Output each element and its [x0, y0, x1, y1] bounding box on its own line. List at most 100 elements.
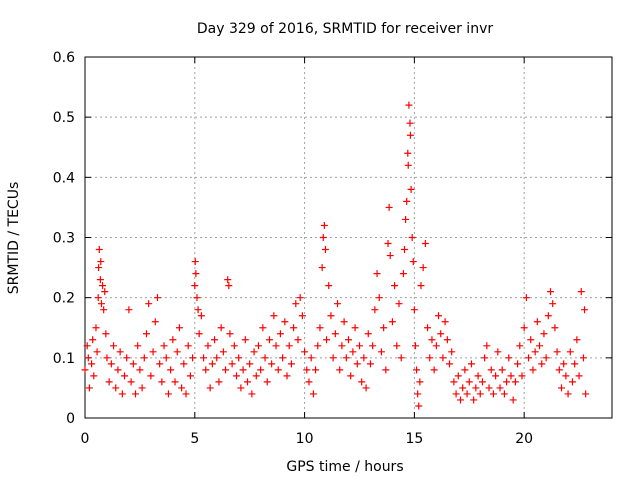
y-tick-label: 0.5: [53, 110, 75, 126]
data-point: [509, 396, 517, 404]
data-point: [347, 372, 355, 380]
data-point: [474, 372, 482, 380]
data-point: [507, 372, 515, 380]
data-point: [200, 354, 208, 362]
data-point: [321, 246, 329, 254]
data-point: [103, 354, 111, 362]
data-point: [369, 342, 377, 350]
data-point: [382, 366, 390, 374]
data-point: [92, 324, 100, 332]
data-point: [380, 324, 388, 332]
data-point: [351, 324, 359, 332]
data-point: [415, 402, 423, 410]
data-point: [463, 390, 471, 398]
data-point: [342, 354, 350, 362]
data-point: [95, 246, 103, 254]
data-point: [186, 372, 194, 380]
x-tick-label: 5: [190, 431, 199, 447]
data-point: [81, 366, 89, 374]
data-point: [279, 354, 287, 362]
data-point: [410, 306, 418, 314]
data-point: [191, 258, 199, 266]
data-point: [555, 366, 563, 374]
data-point: [393, 342, 401, 350]
data-point: [446, 360, 454, 368]
data-point: [391, 282, 399, 290]
data-point: [290, 324, 298, 332]
data-point: [97, 300, 105, 308]
data-point: [542, 354, 550, 362]
data-point: [241, 336, 249, 344]
data-point: [421, 240, 429, 248]
data-point: [175, 324, 183, 332]
data-point: [496, 384, 504, 392]
data-point: [553, 348, 561, 356]
data-point: [301, 348, 309, 356]
data-point: [314, 342, 322, 350]
data-point: [485, 384, 493, 392]
data-point: [162, 354, 170, 362]
data-point: [180, 360, 188, 368]
data-point: [217, 324, 225, 332]
data-point: [547, 288, 555, 296]
data-point: [349, 348, 357, 356]
data-point: [366, 360, 374, 368]
y-tick-label: 0.1: [53, 351, 75, 367]
data-point: [338, 342, 346, 350]
data-point: [250, 348, 258, 356]
data-point: [100, 306, 108, 314]
data-point: [243, 378, 251, 386]
x-tick-label: 10: [296, 431, 314, 447]
data-point: [518, 372, 526, 380]
data-point: [211, 336, 219, 344]
data-point: [416, 378, 424, 386]
data-point: [566, 348, 574, 356]
data-point: [538, 360, 546, 368]
data-point: [268, 360, 276, 368]
data-point: [305, 378, 313, 386]
data-point: [384, 240, 392, 248]
data-point: [454, 372, 462, 380]
data-point: [492, 372, 500, 380]
data-point: [261, 354, 269, 362]
data-point: [149, 348, 157, 356]
data-point: [136, 366, 144, 374]
data-point: [85, 384, 93, 392]
data-point: [413, 366, 421, 374]
data-point: [579, 354, 587, 362]
data-point: [549, 300, 557, 308]
data-point: [481, 354, 489, 362]
data-point: [283, 372, 291, 380]
data-point: [134, 342, 142, 350]
data-point: [99, 282, 107, 290]
x-tick-label: 15: [405, 431, 423, 447]
data-point: [95, 264, 103, 272]
data-point: [272, 342, 280, 350]
data-point: [489, 390, 497, 398]
data-point: [564, 390, 572, 398]
data-point: [323, 336, 331, 344]
data-point: [511, 378, 519, 386]
data-point: [525, 354, 533, 362]
data-point: [230, 342, 238, 350]
data-point: [404, 149, 412, 157]
data-point: [581, 306, 589, 314]
data-point: [353, 360, 361, 368]
data-point: [215, 378, 223, 386]
data-point: [411, 342, 419, 350]
data-point: [118, 390, 126, 398]
data-point: [329, 354, 337, 362]
data-point: [132, 390, 140, 398]
data-point: [360, 354, 368, 362]
data-point: [529, 366, 537, 374]
data-point: [557, 384, 565, 392]
data-point: [153, 294, 161, 302]
data-point: [340, 318, 348, 326]
data-point: [226, 330, 234, 338]
data-point: [334, 300, 342, 308]
data-point: [96, 276, 104, 284]
data-point: [257, 366, 265, 374]
data-point: [371, 306, 379, 314]
data-point: [93, 348, 101, 356]
data-point: [385, 203, 393, 211]
